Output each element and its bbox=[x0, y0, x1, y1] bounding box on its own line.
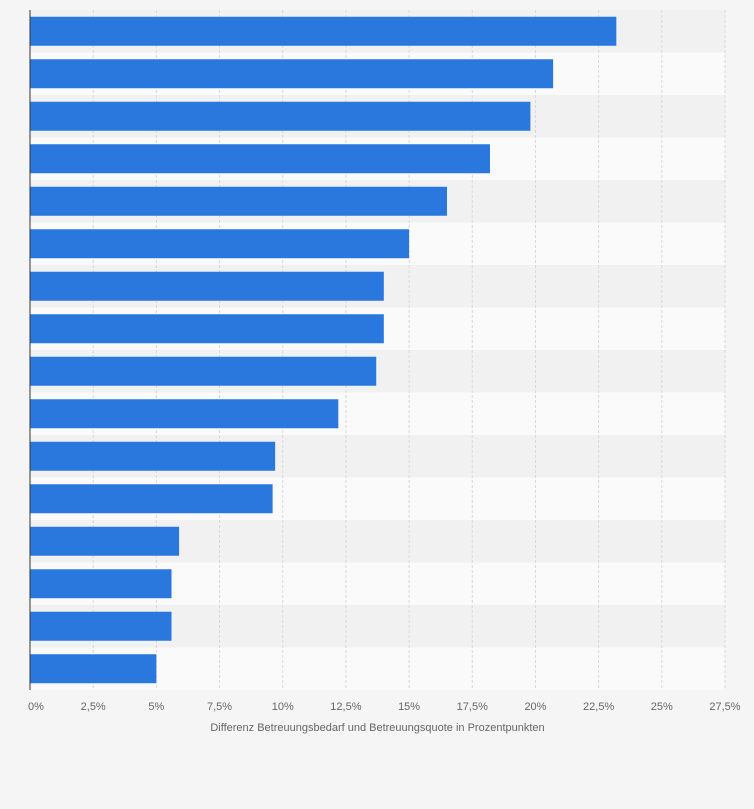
bar bbox=[30, 16, 617, 46]
bar bbox=[30, 271, 384, 301]
bar bbox=[30, 611, 172, 641]
bar bbox=[30, 314, 384, 344]
bar bbox=[30, 484, 273, 514]
bar bbox=[30, 441, 276, 471]
x-tick-label: 7,5% bbox=[207, 701, 232, 713]
bar bbox=[30, 399, 339, 429]
x-tick-label: 27,5% bbox=[709, 701, 740, 713]
x-tick-label: 5% bbox=[148, 701, 164, 713]
x-tick-label: 17,5% bbox=[457, 701, 488, 713]
bar bbox=[30, 229, 410, 259]
x-axis-title: Differenz Betreuungsbedarf und Betreuung… bbox=[210, 722, 544, 734]
x-tick-label: 20% bbox=[524, 701, 546, 713]
x-tick-labels: 0% 2,5% 5% 7,5% 10% 12,5% 15% 17,5% 20% 22,5% 25% 2… bbox=[28, 701, 741, 713]
x-tick-label: 2,5% bbox=[81, 701, 106, 713]
bars bbox=[30, 16, 617, 684]
x-tick-label: 22,5% bbox=[583, 701, 614, 713]
x-tick-label: 10% bbox=[272, 701, 294, 713]
bar bbox=[30, 59, 554, 89]
x-tick-label: 0% bbox=[28, 701, 44, 713]
x-tick-label: 15% bbox=[398, 701, 420, 713]
x-tick-label: 12,5% bbox=[330, 701, 361, 713]
bar bbox=[30, 526, 180, 556]
bar bbox=[30, 356, 377, 386]
bar bbox=[30, 569, 172, 599]
bar bbox=[30, 144, 490, 174]
bar bbox=[30, 654, 157, 684]
x-tick-label: 25% bbox=[651, 701, 673, 713]
bar bbox=[30, 186, 447, 216]
bar bbox=[30, 101, 531, 131]
